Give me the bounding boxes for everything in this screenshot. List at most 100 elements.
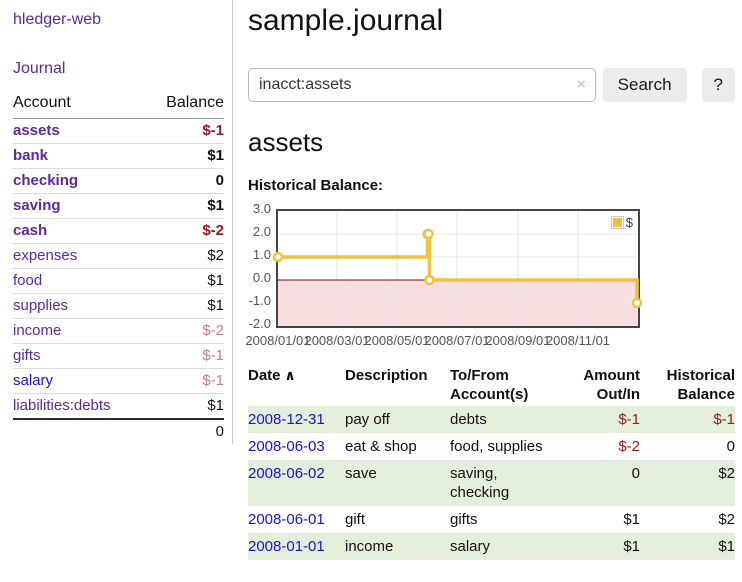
- chart-title: Historical Balance:: [248, 177, 384, 194]
- nav-journal-link[interactable]: Journal: [13, 60, 66, 77]
- legend-label: $: [625, 215, 633, 230]
- transaction-date-link[interactable]: 2008-06-01: [248, 511, 325, 528]
- transaction-accounts: food, supplies: [450, 438, 543, 455]
- transaction-date-link[interactable]: 2008-01-01: [248, 538, 325, 555]
- transaction-description: gift: [345, 511, 366, 528]
- data-point-marker: [272, 251, 284, 263]
- account-link[interactable]: expenses: [13, 247, 78, 264]
- x-axis-tick-label: 2008/09/01: [485, 333, 551, 348]
- transaction-balance: $2: [718, 465, 735, 482]
- account-row: income $-2: [13, 318, 224, 344]
- register-table: Date ∧ Description To/From Account(s) Amount…: [248, 364, 735, 560]
- help-button[interactable]: ?: [701, 68, 735, 102]
- y-axis-tick-label: 3.0: [252, 201, 271, 216]
- data-point-marker: [631, 297, 643, 309]
- transaction-date-link[interactable]: 2008-06-02: [248, 465, 325, 482]
- account-row: cash $-2: [13, 218, 224, 244]
- page-title: sample.journal: [248, 4, 444, 37]
- accounts-total-row: 0: [13, 418, 224, 444]
- search-input[interactable]: [248, 68, 596, 102]
- chart-plot-area[interactable]: $: [272, 209, 643, 328]
- transaction-accounts: saving, checking: [450, 465, 510, 501]
- transaction-balance: $2: [718, 511, 735, 528]
- account-link[interactable]: food: [13, 272, 43, 289]
- transaction-description: save: [345, 465, 377, 482]
- account-balance: $-2: [145, 218, 224, 244]
- account-link[interactable]: saving: [13, 197, 61, 214]
- account-link[interactable]: cash: [13, 222, 48, 239]
- y-axis-tick-label: 1.0: [252, 247, 271, 262]
- transaction-date-link[interactable]: 2008-12-31: [248, 411, 325, 428]
- search-button[interactable]: Search: [602, 68, 687, 102]
- x-axis-tick-label: 2008/05/01: [364, 333, 430, 348]
- chart-canvas: [272, 211, 643, 326]
- transaction-amount: $1: [623, 538, 640, 555]
- account-link[interactable]: checking: [13, 172, 79, 189]
- main-content: sample.journal × Search ? assets Histori…: [245, 0, 735, 560]
- transaction-amount: $-1: [618, 411, 640, 428]
- account-balance: $-2: [145, 318, 224, 344]
- account-link[interactable]: supplies: [13, 297, 69, 314]
- account-row: food $1: [13, 268, 224, 294]
- account-row: bank $1: [13, 143, 224, 169]
- transaction-date-link[interactable]: 2008-06-03: [248, 438, 325, 455]
- account-heading: assets: [248, 127, 324, 157]
- accounts-header-row: Account Balance: [13, 91, 224, 119]
- clear-search-icon[interactable]: ×: [576, 76, 586, 93]
- brand-link[interactable]: hledger-web: [13, 11, 102, 28]
- register-row[interactable]: 2008-06-03 eat & shop food, supplies $-2 0: [248, 433, 735, 460]
- account-balance: $1: [145, 143, 224, 169]
- transaction-description: eat & shop: [345, 438, 417, 455]
- account-balance: 0: [145, 168, 224, 194]
- data-point-marker: [423, 228, 434, 240]
- account-link[interactable]: assets: [13, 122, 60, 139]
- account-row: salary $-1: [13, 368, 224, 394]
- transaction-accounts: debts: [450, 411, 487, 428]
- transaction-amount: $-2: [618, 438, 640, 455]
- account-link[interactable]: income: [13, 322, 62, 339]
- accounts-total-value: 0: [145, 418, 224, 444]
- account-row: supplies $1: [13, 293, 224, 319]
- y-axis-tick-label: 0.0: [252, 270, 271, 285]
- historical-balance-chart[interactable]: 3.0 2.0 1.0 0.0 -1.0 -2.0 $2008/01/01 2008/03/0…: [245, 201, 735, 354]
- x-axis-tick-label: 2008/01/01: [245, 333, 311, 348]
- account-link[interactable]: liabilities:debts: [13, 397, 111, 414]
- sort-ascending-icon: ∧: [280, 367, 296, 383]
- transaction-amount: $1: [623, 511, 640, 528]
- x-axis-tick-label: 2008/11/01: [545, 333, 611, 348]
- register-header-tofrom: To/From Account(s): [450, 367, 529, 403]
- account-row: gifts $-1: [13, 343, 224, 369]
- account-balance: $1: [145, 268, 224, 294]
- account-balance: $-1: [145, 118, 224, 144]
- register-row[interactable]: 2008-01-01 income salary $1 $1: [248, 533, 735, 560]
- account-link[interactable]: salary: [13, 372, 54, 389]
- account-link[interactable]: bank: [13, 147, 49, 164]
- search-form: × Search ?: [248, 68, 735, 102]
- register-row[interactable]: 2008-06-02 save saving, checking 0 $2: [248, 460, 735, 506]
- accounts-table: Account Balance assets $-1 bank $1 checking 0…: [13, 91, 224, 444]
- legend-swatch: [610, 216, 624, 229]
- accounts-header-balance: Balance: [145, 91, 224, 119]
- sidebar: hledger-web Journal Account Balance asse…: [0, 0, 233, 444]
- account-balance: $-1: [145, 368, 224, 394]
- account-link[interactable]: gifts: [13, 347, 41, 364]
- account-balance: $-1: [145, 343, 224, 369]
- account-row: saving $1: [13, 193, 224, 219]
- register-row[interactable]: 2008-12-31 pay off debts $-1 $-1: [248, 406, 735, 433]
- account-row: assets $-1: [13, 118, 224, 144]
- account-row: liabilities:debts $1: [13, 394, 224, 420]
- register-header-date[interactable]: Date ∧: [248, 367, 296, 384]
- account-balance: $1: [145, 193, 224, 219]
- account-balance: $1: [207, 397, 224, 414]
- transaction-description: pay off: [345, 411, 390, 428]
- register-header-historical: Historical Balance: [666, 367, 735, 403]
- y-axis-tick-label: -2.0: [248, 316, 271, 331]
- chart-legend: $: [608, 214, 635, 231]
- transaction-accounts: salary: [450, 538, 491, 555]
- account-balance: $1: [145, 293, 224, 319]
- x-axis-tick-label: 2008/07/01: [424, 333, 490, 348]
- transaction-amount: 0: [631, 465, 640, 482]
- register-row[interactable]: 2008-06-01 gift gifts $1 $2: [248, 506, 735, 533]
- transaction-description: income: [345, 538, 394, 555]
- register-header-description: Description: [345, 367, 428, 384]
